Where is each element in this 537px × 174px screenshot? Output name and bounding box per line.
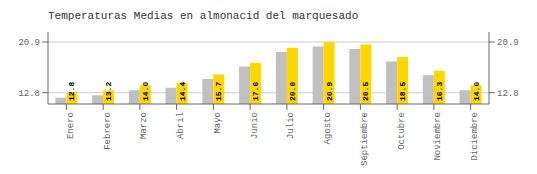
svg-text:Enero: Enero bbox=[66, 112, 76, 139]
svg-text:12.8: 12.8 bbox=[497, 89, 519, 99]
svg-text:Febrero: Febrero bbox=[103, 112, 113, 150]
svg-text:18.5: 18.5 bbox=[398, 82, 407, 101]
svg-text:20.9: 20.9 bbox=[18, 38, 40, 48]
svg-text:15.7: 15.7 bbox=[214, 82, 223, 101]
svg-text:16.3: 16.3 bbox=[435, 82, 444, 101]
svg-text:20.0: 20.0 bbox=[288, 82, 297, 101]
svg-text:20.9: 20.9 bbox=[325, 82, 334, 101]
svg-text:Marzo: Marzo bbox=[139, 112, 149, 139]
svg-text:20.5: 20.5 bbox=[361, 82, 370, 101]
svg-text:12.8: 12.8 bbox=[18, 89, 40, 99]
svg-text:14.0: 14.0 bbox=[472, 82, 481, 101]
svg-text:Mayo: Mayo bbox=[213, 112, 223, 134]
svg-text:Diciembre: Diciembre bbox=[470, 112, 480, 161]
svg-text:13.2: 13.2 bbox=[104, 82, 113, 101]
svg-text:14.4: 14.4 bbox=[178, 82, 187, 101]
html-text:Temperaturas Medias en almonac: Temperaturas Medias en almonacid del mar… bbox=[48, 10, 359, 22]
svg-text:Noviembre: Noviembre bbox=[433, 112, 443, 161]
svg-text:Agosto: Agosto bbox=[323, 112, 333, 144]
svg-text:Julio: Julio bbox=[286, 112, 296, 139]
svg-text:Junio: Junio bbox=[250, 112, 260, 139]
svg-text:14.0: 14.0 bbox=[141, 82, 150, 101]
svg-text:17.6: 17.6 bbox=[251, 82, 260, 101]
svg-text:Octubre: Octubre bbox=[397, 112, 407, 150]
svg-text:Abril: Abril bbox=[176, 112, 186, 139]
svg-text:Septiembre: Septiembre bbox=[360, 112, 370, 166]
svg-text:20.9: 20.9 bbox=[497, 38, 519, 48]
svg-text:12.8: 12.8 bbox=[67, 82, 76, 101]
